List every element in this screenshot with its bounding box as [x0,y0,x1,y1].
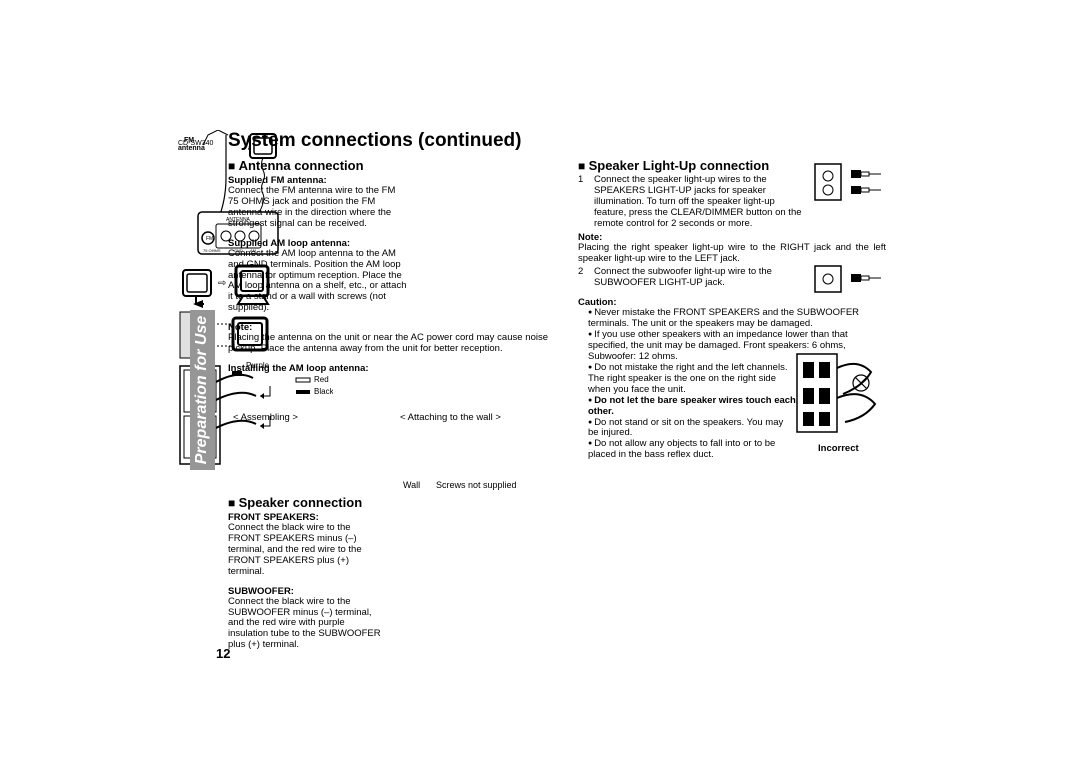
svg-text:Red: Red [314,375,329,384]
caution-item: Never mistake the FRONT SPEAKERS and the… [588,308,888,330]
am-body: Connect the AM loop antenna to the AM an… [228,249,408,315]
incorrect-diagram [793,348,888,438]
model-number: CD-SW340 [178,140,213,147]
svg-text:Black: Black [314,387,333,396]
speaker-section: Speaker connection FRONT SPEAKERS: Conne… [228,495,558,651]
subwoofer-body: Connect the black wire to the SUBWOOFER … [228,597,383,652]
subwoofer-head: SUBWOOFER: [228,586,558,597]
left-column: Antenna connection Supplied FM antenna: … [228,158,558,374]
fm-body: Connect the FM antenna wire to the FM 75… [228,186,408,230]
note-body: Placing the antenna on the unit or near … [228,333,548,355]
section-tab-label: Preparation for Use [194,316,212,464]
lightup-step2: 2Connect the subwoofer light-up wire to … [578,267,803,289]
section-tab: Preparation for Use [190,310,215,470]
lightup-note-head: Note: [578,232,908,243]
assembling-label: < Assembling > [233,412,298,423]
caution-item: Do not allow any objects to fall into or… [588,439,798,461]
manual-page: CD-SW340 System connections (continued) … [178,130,893,690]
caution-item: Do not let the bare speaker wires touch … [588,396,798,418]
page-title: System connections (continued) [228,130,521,152]
caution-item: Do not stand or sit on the speakers. You… [588,418,788,440]
lightup-step2-text: Connect the subwoofer light-up wire to t… [594,266,772,288]
lightup-step1: 1Connect the speaker light-up wires to t… [578,175,808,230]
wall-label: Wall [403,480,420,490]
lightup-jacks-diagram [813,160,883,205]
caution-item: Do not mistake the right and the left ch… [588,363,788,396]
svg-text:FM: FM [206,236,213,242]
attaching-label: < Attaching to the wall > [400,412,501,423]
svg-text:⇨: ⇨ [218,278,226,289]
front-speakers-body: Connect the black wire to the FRONT SPEA… [228,523,383,578]
lightup-step1-text: Connect the speaker light-up wires to th… [594,174,802,229]
speaker-heading: Speaker connection [228,495,558,510]
svg-text:75 OHMS: 75 OHMS [203,248,221,253]
antenna-heading: Antenna connection [228,158,558,173]
install-head: Installing the AM loop antenna: [228,363,558,374]
screws-label: Screws not supplied [436,480,517,490]
incorrect-label: Incorrect [818,443,859,454]
subwoofer-jack-diagram [813,260,883,300]
